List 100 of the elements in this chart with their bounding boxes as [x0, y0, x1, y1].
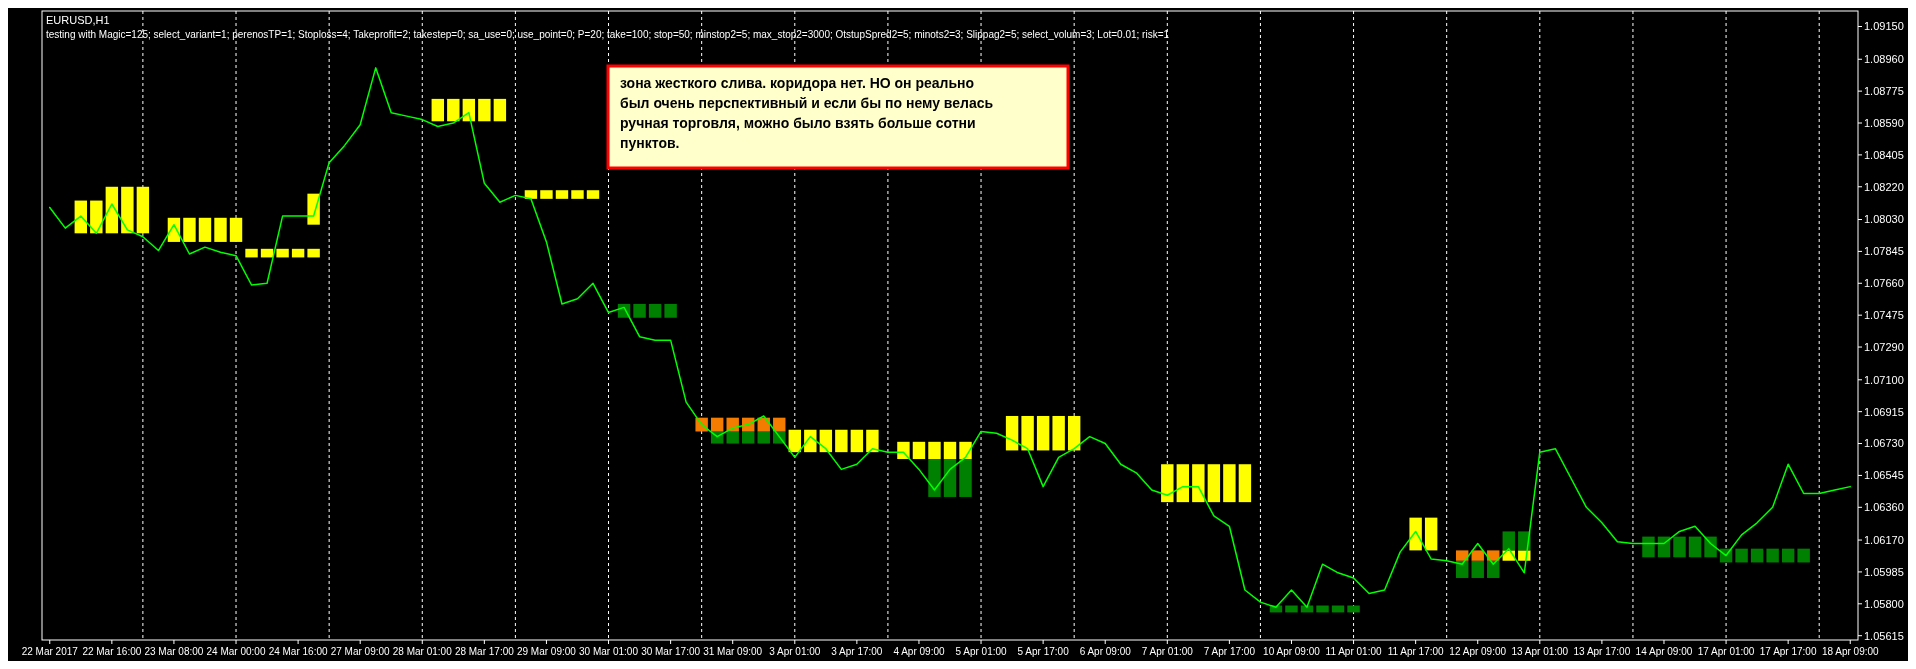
bar [943, 441, 957, 460]
x-tick-label: 4 Apr 09:00 [893, 646, 945, 657]
bar [307, 248, 320, 258]
bar [121, 186, 134, 234]
y-tick-label: 1.06360 [1864, 501, 1904, 514]
x-tick-label: 11 Apr 17:00 [1387, 646, 1445, 657]
bar [1176, 464, 1190, 503]
x-tick-label: 30 Mar 01:00 [579, 646, 639, 657]
bar [710, 417, 724, 432]
bar [1642, 536, 1655, 558]
y-tick-label: 1.05985 [1864, 565, 1904, 578]
bar [540, 190, 553, 199]
y-tick-label: 1.08220 [1864, 180, 1904, 193]
bar [928, 441, 941, 460]
bar [1161, 464, 1174, 503]
bar [835, 429, 848, 453]
bar [198, 217, 212, 242]
y-tick-label: 1.08775 [1864, 84, 1904, 97]
y-tick-label: 1.05800 [1864, 597, 1904, 610]
bar [291, 248, 305, 258]
bar [1036, 415, 1050, 451]
bar [524, 190, 538, 199]
bar [136, 186, 150, 234]
bar [1316, 605, 1329, 613]
x-tick-label: 23 Mar 08:00 [144, 646, 204, 657]
x-tick-label: 11 Apr 01:00 [1325, 646, 1382, 657]
bar [648, 303, 662, 318]
y-tick-label: 1.07100 [1864, 373, 1904, 386]
bar [1052, 415, 1065, 451]
x-tick-label: 30 Mar 17:00 [641, 646, 701, 657]
y-tick-label: 1.07660 [1864, 277, 1904, 290]
bar [1487, 560, 1500, 578]
bar [742, 431, 755, 444]
x-tick-label: 22 Mar 2017 [21, 646, 79, 657]
x-tick-label: 24 Mar 16:00 [268, 646, 328, 657]
x-tick-label: 28 Mar 01:00 [392, 646, 453, 657]
bar [571, 190, 584, 199]
bar [633, 303, 646, 318]
bar [1005, 415, 1019, 451]
bar [1797, 548, 1810, 563]
x-tick-label: 17 Apr 01:00 [1697, 646, 1755, 657]
x-tick-label: 5 Apr 01:00 [955, 646, 1008, 657]
y-tick-label: 1.07845 [1864, 245, 1904, 258]
x-tick-label: 13 Apr 01:00 [1511, 646, 1569, 657]
bar [493, 98, 507, 122]
x-tick-label: 24 Mar 00:00 [206, 646, 266, 657]
bar [1021, 415, 1034, 451]
bar [726, 431, 739, 444]
bar [1781, 548, 1795, 563]
x-tick-label: 17 Apr 17:00 [1759, 646, 1817, 657]
x-tick-label: 6 Apr 09:00 [1079, 646, 1132, 657]
bar [1673, 536, 1686, 558]
bar [1207, 464, 1221, 503]
bar [1471, 560, 1484, 578]
bar [245, 248, 258, 258]
y-tick-label: 1.07475 [1864, 309, 1904, 322]
chart-title: EURUSD,H1 [46, 14, 110, 26]
bar [1424, 517, 1438, 551]
y-tick-label: 1.05615 [1864, 629, 1904, 642]
y-tick-label: 1.08590 [1864, 116, 1904, 129]
y-tick-label: 1.08405 [1864, 148, 1904, 161]
x-tick-label: 27 Mar 09:00 [330, 646, 391, 657]
bar [555, 190, 569, 199]
bar [757, 431, 770, 444]
bar [1688, 536, 1702, 558]
bar [447, 98, 460, 122]
bar [431, 98, 444, 122]
x-tick-label: 7 Apr 01:00 [1141, 646, 1194, 657]
x-tick-label: 14 Apr 09:00 [1635, 646, 1693, 657]
x-tick-label: 10 Apr 09:00 [1263, 646, 1321, 657]
x-tick-label: 18 Apr 09:00 [1821, 646, 1880, 657]
y-tick-label: 1.08960 [1864, 53, 1904, 66]
bar [866, 429, 879, 453]
x-tick-label: 3 Apr 01:00 [769, 646, 821, 657]
bar [1285, 605, 1298, 613]
y-tick-label: 1.09150 [1864, 20, 1904, 33]
bar [276, 248, 289, 258]
bar [1347, 605, 1360, 613]
bar [850, 429, 864, 453]
bar [1502, 531, 1515, 551]
bar [959, 441, 972, 460]
bar [1223, 464, 1236, 503]
y-tick-label: 1.06170 [1864, 533, 1904, 546]
x-tick-label: 5 Apr 17:00 [1017, 646, 1070, 657]
bar [1766, 548, 1779, 563]
y-tick-label: 1.06730 [1864, 437, 1904, 450]
bar [478, 98, 491, 122]
x-tick-label: 7 Apr 17:00 [1203, 646, 1256, 657]
y-tick-label: 1.06915 [1864, 405, 1904, 418]
y-tick-label: 1.07290 [1864, 340, 1904, 353]
bar [1238, 464, 1252, 503]
x-tick-label: 13 Apr 17:00 [1573, 646, 1631, 657]
x-tick-label: 31 Mar 09:00 [703, 646, 763, 657]
bar [229, 217, 243, 242]
x-tick-label: 12 Apr 09:00 [1449, 646, 1507, 657]
bar [1704, 536, 1717, 558]
bar [1750, 548, 1764, 563]
annotation: зона жесткого слива. коридора нет. НО он реально был очень перспективный и если бы по нему велась ручная торговля, можно было взять больше сотни пунктов. [620, 75, 994, 151]
text: testing with Magic=125; select_variant=1; perenosTP=1; Stoploss=4; Takeprofit=2; takestep=0; sa_use=0; use_point=0; P=20; take=100; stop=50; minstop2=5; max_stop2=3000; OtstupSpred2=5; minots2=3; Slippag2=5; select_volum=3; Lot=0.01; risk=1 [46, 29, 1170, 40]
y-tick-label: 1.08030 [1864, 213, 1904, 226]
